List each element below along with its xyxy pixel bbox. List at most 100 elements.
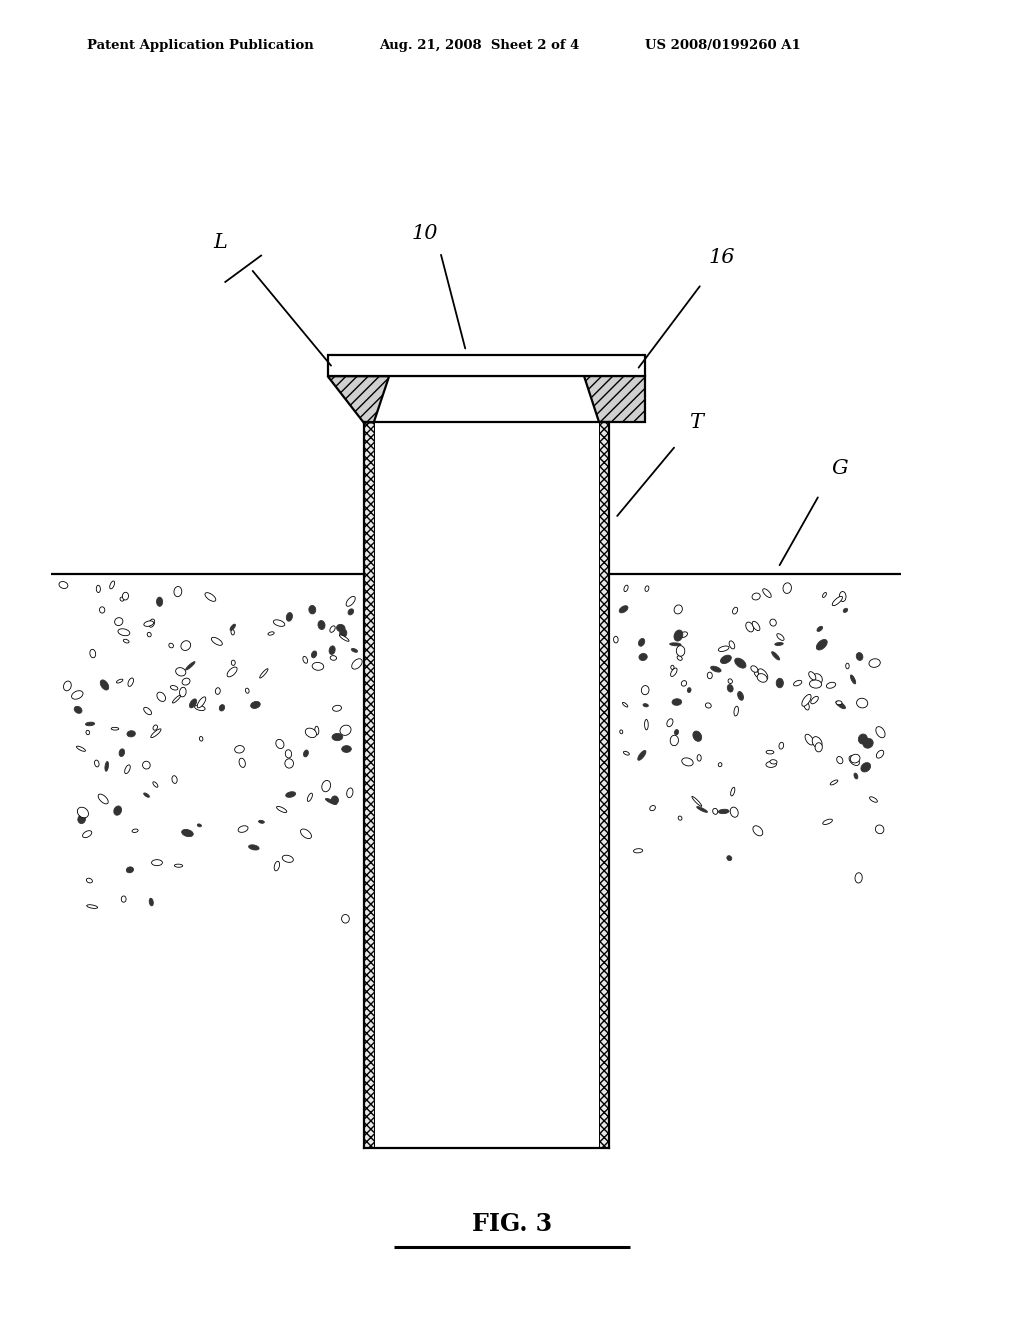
Ellipse shape (303, 656, 307, 663)
Ellipse shape (86, 878, 92, 883)
Ellipse shape (172, 776, 177, 783)
Ellipse shape (351, 659, 362, 669)
Ellipse shape (96, 585, 100, 593)
Ellipse shape (675, 730, 679, 735)
Ellipse shape (855, 873, 862, 883)
Ellipse shape (153, 781, 158, 787)
Bar (364, 422, 374, 1148)
Ellipse shape (805, 734, 814, 744)
Ellipse shape (861, 763, 870, 772)
Ellipse shape (843, 609, 848, 612)
Ellipse shape (348, 609, 353, 615)
Ellipse shape (143, 708, 152, 714)
Ellipse shape (198, 697, 206, 708)
Ellipse shape (85, 722, 94, 726)
Ellipse shape (351, 648, 357, 652)
Ellipse shape (734, 706, 738, 715)
Polygon shape (328, 376, 389, 422)
Ellipse shape (732, 607, 737, 614)
Ellipse shape (339, 635, 349, 642)
Ellipse shape (813, 673, 822, 684)
Ellipse shape (779, 742, 783, 748)
Ellipse shape (276, 807, 287, 813)
Ellipse shape (671, 668, 677, 676)
Ellipse shape (305, 729, 316, 738)
Ellipse shape (78, 814, 85, 824)
Ellipse shape (286, 750, 292, 758)
Ellipse shape (119, 748, 125, 756)
Ellipse shape (332, 796, 339, 804)
Ellipse shape (783, 583, 792, 594)
Ellipse shape (286, 792, 296, 797)
Ellipse shape (671, 665, 674, 669)
Text: Aug. 21, 2008  Sheet 2 of 4: Aug. 21, 2008 Sheet 2 of 4 (379, 38, 580, 51)
Ellipse shape (148, 619, 155, 627)
Ellipse shape (711, 667, 721, 672)
Ellipse shape (98, 795, 109, 804)
Ellipse shape (645, 586, 649, 591)
Text: US 2008/0199260 A1: US 2008/0199260 A1 (645, 38, 801, 51)
Ellipse shape (721, 655, 731, 664)
Ellipse shape (268, 632, 274, 635)
Ellipse shape (667, 719, 673, 727)
Ellipse shape (314, 726, 318, 735)
Ellipse shape (822, 820, 833, 825)
Ellipse shape (613, 636, 618, 643)
Ellipse shape (751, 665, 758, 672)
Bar (599, 422, 609, 1148)
Ellipse shape (638, 751, 646, 760)
Ellipse shape (128, 678, 133, 686)
Ellipse shape (205, 593, 216, 602)
Ellipse shape (802, 694, 811, 706)
Ellipse shape (775, 643, 783, 645)
Ellipse shape (763, 589, 771, 598)
Ellipse shape (87, 904, 97, 908)
Ellipse shape (850, 754, 860, 763)
Ellipse shape (189, 698, 197, 708)
Text: T: T (689, 413, 703, 432)
Ellipse shape (718, 763, 722, 767)
Ellipse shape (856, 652, 863, 660)
Ellipse shape (322, 780, 331, 792)
Ellipse shape (125, 764, 130, 774)
Ellipse shape (737, 692, 743, 701)
Ellipse shape (172, 696, 180, 704)
Ellipse shape (624, 585, 628, 591)
Bar (364, 422, 609, 1148)
Ellipse shape (817, 626, 822, 631)
Ellipse shape (826, 682, 836, 688)
Ellipse shape (816, 639, 827, 649)
Ellipse shape (812, 737, 822, 748)
Ellipse shape (169, 643, 173, 648)
Ellipse shape (157, 597, 163, 606)
Ellipse shape (132, 829, 138, 833)
Ellipse shape (639, 653, 647, 660)
Ellipse shape (342, 746, 351, 752)
Ellipse shape (63, 681, 72, 690)
Ellipse shape (74, 706, 82, 713)
Ellipse shape (115, 618, 123, 626)
Ellipse shape (670, 735, 679, 746)
Ellipse shape (731, 787, 735, 796)
Ellipse shape (730, 807, 738, 817)
Ellipse shape (147, 632, 152, 636)
Ellipse shape (849, 755, 859, 766)
Ellipse shape (680, 632, 687, 638)
Ellipse shape (809, 672, 816, 680)
Ellipse shape (231, 630, 234, 635)
Ellipse shape (181, 829, 194, 837)
Ellipse shape (810, 680, 821, 688)
Ellipse shape (858, 734, 867, 744)
Ellipse shape (846, 663, 849, 669)
Ellipse shape (118, 628, 130, 636)
Ellipse shape (854, 774, 858, 779)
Ellipse shape (318, 620, 325, 630)
Ellipse shape (672, 698, 682, 705)
Ellipse shape (677, 656, 682, 660)
Ellipse shape (200, 737, 203, 741)
Ellipse shape (753, 826, 763, 836)
Ellipse shape (706, 704, 712, 708)
Ellipse shape (127, 731, 135, 737)
Ellipse shape (837, 756, 843, 764)
Ellipse shape (239, 758, 246, 767)
